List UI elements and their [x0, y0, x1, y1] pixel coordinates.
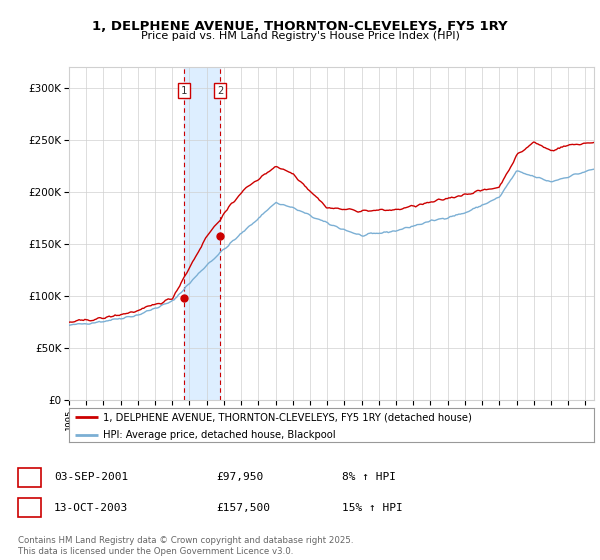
Text: 8% ↑ HPI: 8% ↑ HPI [342, 472, 396, 482]
Text: 1, DELPHENE AVENUE, THORNTON-CLEVELEYS, FY5 1RY (detached house): 1, DELPHENE AVENUE, THORNTON-CLEVELEYS, … [103, 412, 472, 422]
Text: 1: 1 [26, 470, 33, 484]
Text: 1: 1 [181, 86, 187, 96]
Text: 2: 2 [26, 501, 33, 515]
Text: HPI: Average price, detached house, Blackpool: HPI: Average price, detached house, Blac… [103, 430, 336, 440]
Text: 13-OCT-2003: 13-OCT-2003 [54, 503, 128, 513]
Text: 2: 2 [217, 86, 223, 96]
Text: 15% ↑ HPI: 15% ↑ HPI [342, 503, 403, 513]
Text: 03-SEP-2001: 03-SEP-2001 [54, 472, 128, 482]
Text: £97,950: £97,950 [216, 472, 263, 482]
Text: Price paid vs. HM Land Registry's House Price Index (HPI): Price paid vs. HM Land Registry's House … [140, 31, 460, 41]
Text: 1, DELPHENE AVENUE, THORNTON-CLEVELEYS, FY5 1RY: 1, DELPHENE AVENUE, THORNTON-CLEVELEYS, … [92, 20, 508, 32]
Text: £157,500: £157,500 [216, 503, 270, 513]
Text: Contains HM Land Registry data © Crown copyright and database right 2025.
This d: Contains HM Land Registry data © Crown c… [18, 536, 353, 556]
Bar [184, 67, 220, 400]
